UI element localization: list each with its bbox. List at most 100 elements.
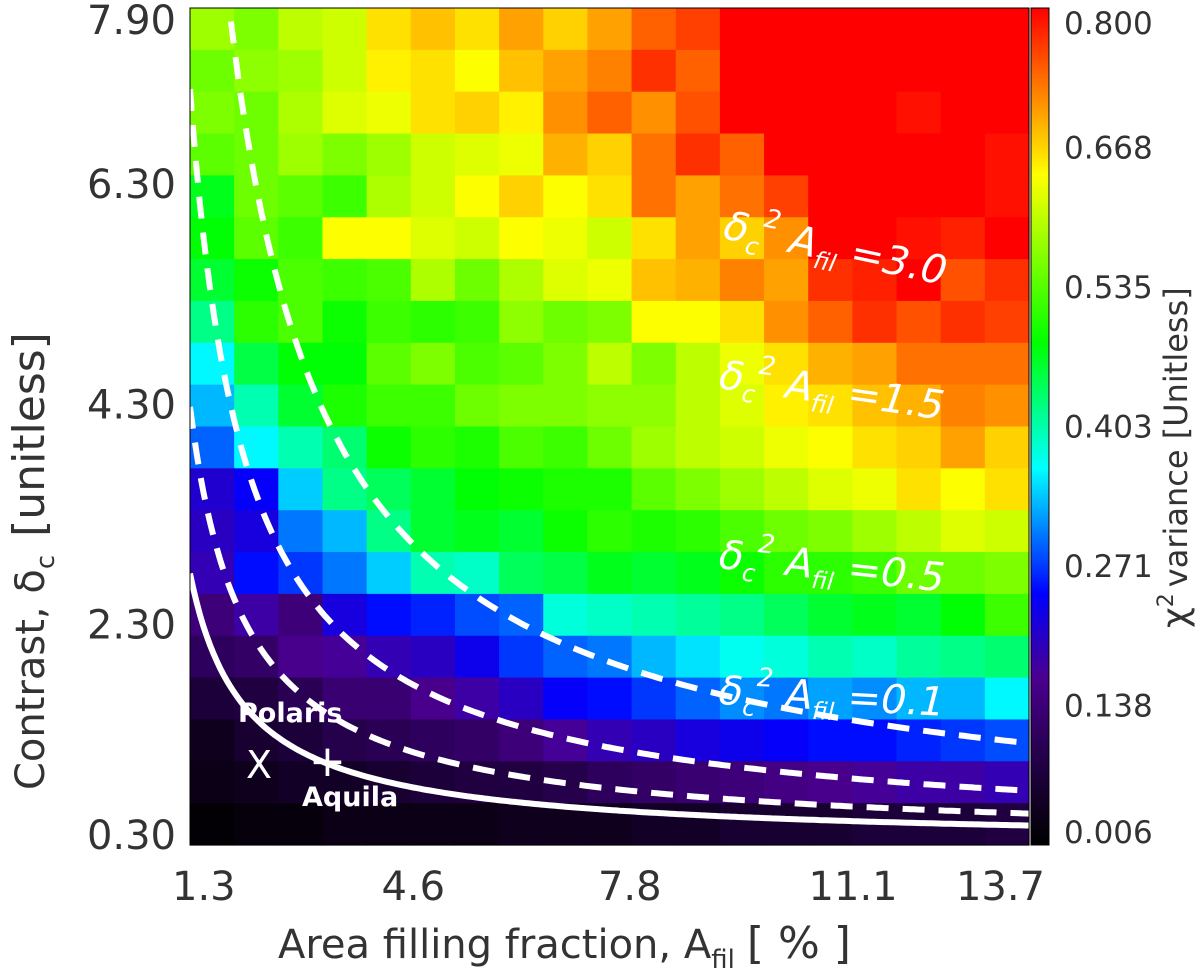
heatmap-cell [631, 133, 677, 176]
heatmap-cell [543, 175, 589, 218]
heatmap-cell [940, 259, 986, 302]
heatmap-cell [410, 510, 456, 553]
heatmap-cell [454, 635, 500, 679]
heatmap-cell [631, 91, 677, 135]
heatmap-cell [675, 300, 721, 344]
heatmap-cell [896, 91, 942, 135]
heatmap-cells [190, 8, 1030, 846]
heatmap-cell [587, 342, 633, 386]
heatmap-cell [499, 217, 544, 260]
heatmap-cell [454, 175, 500, 218]
heatmap-cell [410, 300, 456, 344]
heatmap-cell [410, 593, 456, 637]
heatmap-cell [587, 426, 633, 469]
contour-curve-3 [226, 8, 1029, 747]
heatmap-cell [984, 552, 1030, 595]
heatmap-cell [764, 49, 809, 93]
heatmap-cell [499, 635, 544, 679]
aquila-marker: + [309, 736, 346, 787]
heatmap-cell [719, 719, 765, 762]
marker-label-aquila: Aquila [302, 782, 398, 813]
heatmap-cell [499, 91, 544, 135]
heatmap-cell [896, 49, 942, 93]
heatmap-cell [719, 91, 765, 135]
heatmap-cell [808, 635, 853, 679]
heatmap-cell [896, 677, 942, 721]
heatmap-cell [852, 259, 898, 302]
heatmap-cell [764, 259, 809, 302]
heatmap-cell [808, 593, 853, 637]
heatmap-cell [984, 635, 1030, 679]
heatmap-cell [234, 761, 279, 804]
heatmap-cell [366, 259, 412, 302]
curve-label-0-1: δc2 Afil =0.1 [717, 661, 946, 732]
heatmap-cell [675, 175, 721, 218]
heatmap-cell [410, 426, 456, 469]
heatmap-cell [852, 635, 898, 679]
heatmap-cell [984, 300, 1030, 344]
heatmap-cell [278, 468, 324, 511]
heatmap-cell [808, 91, 853, 135]
heatmap-cell [322, 217, 368, 260]
heatmap-cell [675, 426, 721, 469]
heatmap-cell [940, 8, 986, 51]
contour-curve-0-1 [190, 572, 1029, 829]
heatmap-cell [587, 677, 633, 721]
heatmap-cell [808, 133, 853, 176]
heatmap-cell [764, 8, 809, 51]
heatmap-cell [764, 217, 809, 260]
heatmap-cell [808, 384, 853, 428]
heatmap-cell [543, 593, 589, 637]
heatmap-cell [984, 510, 1030, 553]
heatmap-cell [454, 259, 500, 302]
heatmap-cell [940, 217, 986, 260]
heatmap-cell [631, 384, 677, 428]
heatmap-cell [410, 8, 456, 51]
heatmap-cell [366, 300, 412, 344]
heatmap-cell [587, 259, 633, 302]
heatmap-cell [808, 468, 853, 511]
colorbar-ticks: 0.006 0.138 0.271 0.403 0.535 0.668 0.800 [1064, 6, 1153, 851]
heatmap-cell [675, 552, 721, 595]
heatmap-cell [896, 175, 942, 218]
y-axis-ticks: 0.30 2.30 4.30 6.30 7.90 [87, 0, 176, 859]
heatmap-cell [940, 133, 986, 176]
heatmap-cell [454, 342, 500, 386]
heatmap-cell [808, 49, 853, 93]
heatmap-cell [984, 217, 1030, 260]
heatmap-cell [322, 259, 368, 302]
heatmap-cell [322, 175, 368, 218]
heatmap-cell [499, 300, 544, 344]
heatmap-cell [543, 510, 589, 553]
heatmap-cell [896, 259, 942, 302]
heatmap-cell [499, 259, 544, 302]
heatmap-cell [410, 91, 456, 135]
heatmap-cell [278, 803, 324, 846]
x-tick-label: 4.6 [381, 864, 445, 910]
heatmap-cell [234, 384, 279, 428]
heatmap-cell [631, 49, 677, 93]
heatmap-cell [631, 426, 677, 469]
heatmap-cell [896, 593, 942, 637]
heatmap-cell [234, 259, 279, 302]
heatmap-cell [587, 91, 633, 135]
heatmap-cell [499, 8, 544, 51]
heatmap-cell [278, 175, 324, 218]
colorbar-title: χ2variance [Unitless] [1154, 287, 1196, 628]
heatmap-cell [543, 342, 589, 386]
heatmap-cell [543, 49, 589, 93]
heatmap-cell [631, 217, 677, 260]
heatmap-cell [808, 677, 853, 721]
heatmap-cell [410, 468, 456, 511]
markers: Polaris X + Aquila [238, 698, 398, 813]
heatmap-cell [499, 426, 544, 469]
heatmap-cell [322, 803, 368, 846]
heatmap-cell [499, 593, 544, 637]
heatmap-cell [366, 552, 412, 595]
heatmap-cell [896, 8, 942, 51]
heatmap-cell [984, 91, 1030, 135]
heatmap-cell [631, 677, 677, 721]
heatmap-cell [764, 133, 809, 176]
heatmap-cell [234, 342, 279, 386]
heatmap-cell [543, 133, 589, 176]
